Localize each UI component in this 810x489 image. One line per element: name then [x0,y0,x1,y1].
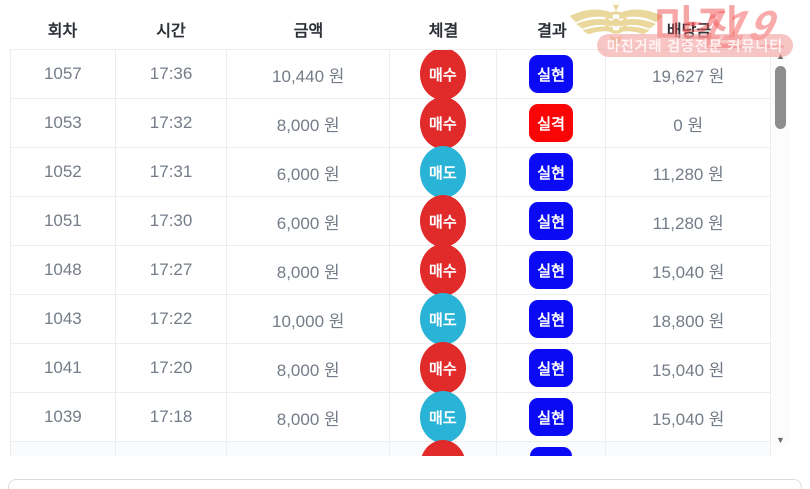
cell-amount: 8,000 원 [227,344,390,392]
result-badge: 실현 [529,398,573,436]
cell-payout: 15,040 원 [652,409,725,429]
cell-payout [606,442,770,456]
table-row: 1051 17:30 6,000 원 매수 실현 11,280 원 [11,195,770,247]
column-header-result: 결과 [537,22,567,40]
side-badge [419,440,466,456]
cell-side: 매도 [390,146,497,198]
side-badge: 매도 [419,293,466,345]
cell-payout: 18,800 원 [652,311,725,331]
cell-round [11,442,116,456]
cell-payout: 15,040 원 [652,262,725,282]
cell-result: 실격 [497,99,607,147]
cell-result: 실현 [497,246,607,294]
cell-side: 매수 [390,342,497,394]
table-row: 1043 17:22 10,000 원 매도 실현 18,800 원 [11,293,770,345]
cell-side: 매도 [390,293,497,345]
side-badge: 매수 [419,244,466,296]
cell-payout: 11,280 원 [652,213,724,233]
cell-amount: 6,000 원 [227,197,390,245]
table-row: 1057 17:36 10,440 원 매수 실현 19,627 원 [11,50,770,100]
side-badge: 매수 [419,50,466,100]
result-badge: 실현 [529,251,573,289]
table-row: 1053 17:32 8,000 원 매수 실격 0 원 [11,97,770,149]
result-badge: 실현 [529,153,573,191]
table-row: 1048 17:27 8,000 원 매수 실현 15,040 원 [11,244,770,296]
cell-time: 17:31 [116,148,228,196]
result-badge: 실현 [529,55,573,93]
cell-result [497,442,607,456]
table-row: 1039 17:18 8,000 원 매도 실현 15,040 원 [11,391,770,443]
result-badge: 실격 [529,104,573,142]
cell-result: 실현 [497,344,607,392]
cell-round: 1057 [11,50,116,98]
table-scrollbar[interactable]: ▲ ▼ [772,48,789,448]
cell-time: 17:30 [116,197,228,245]
cell-round: 1039 [11,393,116,441]
cell-side: 매도 [390,391,497,443]
cell-amount: 10,000 원 [227,295,390,343]
result-badge: 실현 [529,349,573,387]
side-badge: 매도 [419,146,466,198]
cell-amount [227,442,390,456]
result-badge: 실현 [529,300,573,338]
cell-round: 1051 [11,197,116,245]
column-header-round: 회차 [47,22,78,40]
cell-time: 17:32 [116,99,228,147]
cell-payout: 19,627 원 [652,66,725,86]
cell-round: 1041 [11,344,116,392]
cell-amount: 8,000 원 [227,393,390,441]
cell-side: 매수 [390,50,497,100]
cell-time: 17:20 [116,344,228,392]
cell-time: 17:36 [116,50,228,98]
result-badge [530,447,573,456]
table-body: 1057 17:36 10,440 원 매수 실현 19,627 원 1053 … [10,49,771,456]
side-badge: 매도 [419,391,466,443]
column-header-payout: 배당금 [666,22,712,40]
cell-round: 1048 [11,246,116,294]
table-header: 회차 시간 금액 체결 결과 배당금 [10,8,771,49]
cell-time: 17:22 [116,295,228,343]
side-badge: 매수 [419,97,466,149]
trade-history-table: 회차 시간 금액 체결 결과 배당금 1057 17:36 10,440 원 매… [10,8,771,456]
table-row [11,440,770,456]
cell-result: 실현 [497,148,607,196]
cell-round: 1052 [11,148,116,196]
cell-round: 1043 [11,295,116,343]
cell-result: 실현 [497,197,607,245]
cell-result: 실현 [497,50,607,98]
cell-side: 매수 [390,195,497,247]
result-badge: 실현 [529,202,573,240]
cell-time: 17:27 [116,246,228,294]
cell-side: 매수 [390,244,497,296]
cell-result: 실현 [497,295,607,343]
scroll-down-icon[interactable]: ▼ [776,435,785,445]
column-header-side: 체결 [428,22,459,40]
column-header-time: 시간 [156,22,186,40]
scroll-up-icon[interactable]: ▲ [776,51,785,61]
cell-time [116,442,228,456]
cell-payout: 0 원 [673,115,704,135]
cell-amount: 6,000 원 [227,148,390,196]
table-row: 1052 17:31 6,000 원 매도 실현 11,280 원 [11,146,770,198]
cell-amount: 8,000 원 [227,99,390,147]
bottom-panel [8,479,802,489]
side-badge: 매수 [419,342,466,394]
side-badge: 매수 [419,195,466,247]
cell-amount: 10,440 원 [227,50,390,98]
cell-side [390,440,497,456]
cell-amount: 8,000 원 [227,246,390,294]
cell-result: 실현 [497,393,607,441]
table-row: 1041 17:20 8,000 원 매수 실현 15,040 원 [11,342,770,394]
cell-payout: 11,280 원 [652,164,724,184]
cell-round: 1053 [11,99,116,147]
cell-side: 매수 [390,97,497,149]
column-header-amount: 금액 [293,22,324,40]
cell-payout: 15,040 원 [652,360,725,380]
scrollbar-thumb[interactable] [775,66,786,129]
cell-time: 17:18 [116,393,228,441]
